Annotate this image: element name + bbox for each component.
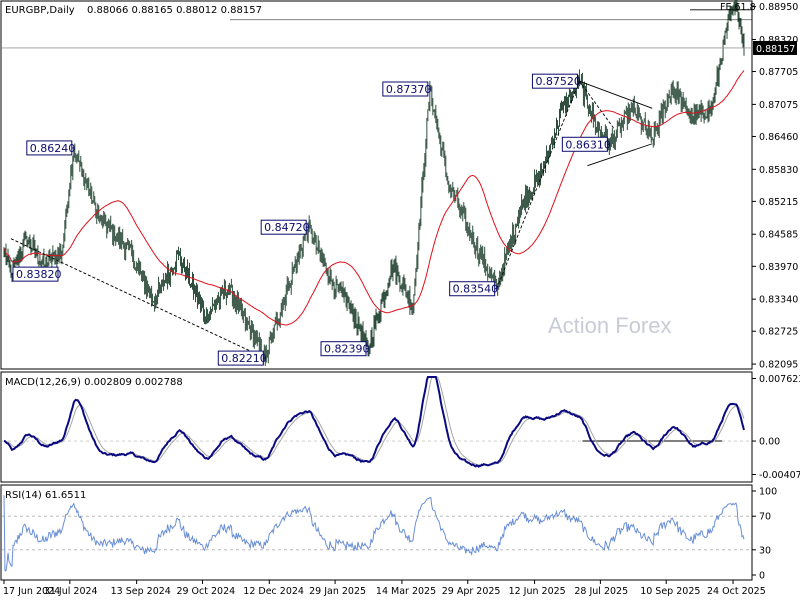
x-tick-label: 17 Jun 2024 bbox=[3, 586, 60, 597]
annotation-label: 0.83540 bbox=[453, 283, 499, 296]
price-y-tick-label: 0.82095 bbox=[759, 360, 798, 371]
rsi-title: RSI(14) 61.6511 bbox=[5, 490, 86, 501]
price-y-tick-label: 0.84585 bbox=[759, 230, 798, 241]
price-y-tick-label: 0.87075 bbox=[759, 100, 798, 111]
price-y-tick-label: 0.87705 bbox=[759, 67, 798, 78]
rsi-line bbox=[3, 495, 745, 572]
price-panel-frame bbox=[0, 0, 753, 370]
chart-symbol: EURGBP,Daily bbox=[5, 5, 75, 16]
annotation-box bbox=[320, 341, 367, 357]
annotation-label: 0.86310 bbox=[565, 138, 611, 151]
annotation-box bbox=[382, 81, 429, 97]
watermark: Action Forex bbox=[548, 313, 672, 338]
macd-layer bbox=[2, 376, 752, 468]
x-tick-label: 24 Oct 2025 bbox=[707, 586, 766, 597]
rsi-y-tick-label: 0 bbox=[759, 571, 765, 582]
macd-line bbox=[3, 376, 745, 468]
x-tick-label: 13 Sep 2024 bbox=[111, 586, 171, 597]
annotation-box bbox=[449, 281, 496, 297]
annotation-label: 0.86240 bbox=[30, 142, 76, 155]
fibo-label: FE 61.8 bbox=[720, 2, 756, 13]
dashed-trendline bbox=[10, 238, 266, 359]
current-price-box bbox=[753, 40, 797, 55]
x-tick-label: 14 Mar 2025 bbox=[376, 586, 436, 597]
x-tick-label: 28 Jul 2025 bbox=[574, 586, 628, 597]
triangle-upper-line bbox=[579, 80, 653, 109]
current-price-label: 0.88157 bbox=[756, 44, 795, 55]
macd-y-tick-label: -0.004073 bbox=[759, 470, 800, 481]
annotation-label: 0.84720 bbox=[264, 221, 310, 234]
price-y-tick-label: 0.86460 bbox=[759, 132, 798, 143]
price-y-tick-label: 0.83340 bbox=[759, 295, 798, 306]
x-tick-label: 10 Sep 2025 bbox=[640, 586, 700, 597]
x-tick-label: 29 Oct 2024 bbox=[176, 586, 235, 597]
x-tick-label: 29 Apr 2025 bbox=[442, 586, 501, 597]
axis-layer: 0.88950 0.88320 0.87705 0.87075 0.86460 0.858… bbox=[3, 2, 800, 597]
annotation-label: 0.87370 bbox=[386, 83, 432, 96]
moving-average-line bbox=[3, 70, 745, 326]
annotation-box bbox=[561, 136, 608, 152]
price-y-tick-label: 0.85215 bbox=[759, 197, 798, 208]
rsi-layer bbox=[2, 495, 752, 572]
macd-title: MACD(12,26,9) 0.002809 0.002788 bbox=[5, 377, 183, 388]
rsi-panel-frame bbox=[0, 484, 753, 581]
price-y-tick-label: 0.82725 bbox=[759, 327, 798, 338]
annotation-box bbox=[260, 219, 307, 235]
macd-y-tick-label: 0.007623 bbox=[759, 374, 800, 385]
x-tick-label: 12 Jun 2025 bbox=[509, 586, 566, 597]
rsi-y-tick-label: 100 bbox=[759, 487, 777, 498]
x-tick-label: 12 Dec 2024 bbox=[243, 586, 304, 597]
annotation-box bbox=[12, 266, 59, 282]
annotation-label: 0.87520 bbox=[535, 75, 581, 88]
price-y-tick-label: 0.85830 bbox=[759, 165, 798, 176]
rsi-y-tick-label: 70 bbox=[759, 512, 771, 523]
annotation-box bbox=[217, 350, 264, 366]
triangle-lower-line bbox=[587, 143, 653, 167]
annotation-label: 0.83820 bbox=[16, 268, 62, 281]
x-tick-label: 29 Jan 2025 bbox=[309, 586, 366, 597]
ohlc-readout: 0.88066 0.88165 0.88012 0.88157 bbox=[87, 5, 262, 16]
annotation-box bbox=[531, 73, 578, 89]
price-y-tick-label: 0.88950 bbox=[759, 2, 798, 13]
price-layer: 0.83820 0.86240 0.82210 0.84720 0.82390 0.873… bbox=[2, 0, 752, 366]
price-y-tick-label: 0.83970 bbox=[759, 262, 798, 273]
macd-y-tick-label: 0.00 bbox=[759, 437, 780, 448]
macd-panel-frame bbox=[0, 371, 753, 483]
x-tick-label: 31 Jul 2024 bbox=[44, 586, 98, 597]
price-y-tick-label: 0.88320 bbox=[759, 35, 798, 46]
annotation-label: 0.82210 bbox=[221, 352, 267, 365]
dashed-trendline bbox=[496, 81, 580, 289]
annotation-box bbox=[26, 140, 73, 156]
annotation-label: 0.82390 bbox=[324, 343, 370, 356]
rsi-y-tick-label: 30 bbox=[759, 545, 771, 556]
